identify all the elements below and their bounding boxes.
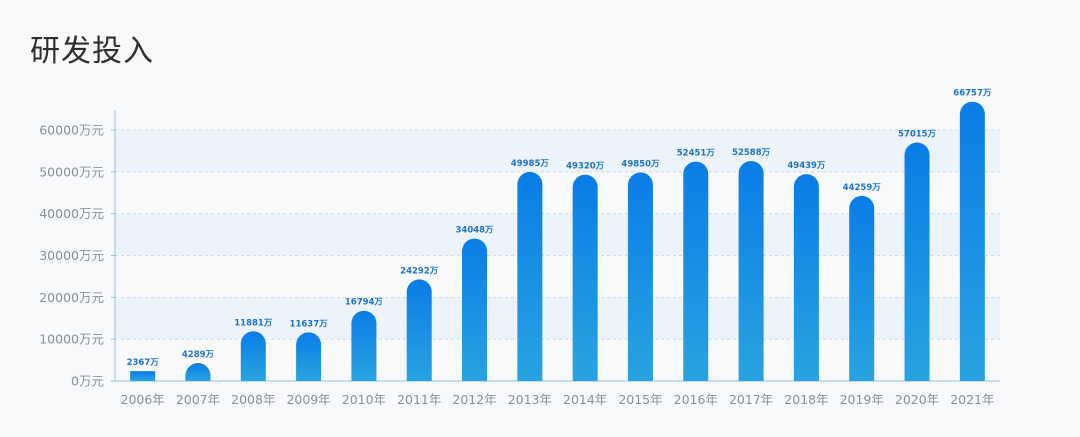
data-label: 52451万	[677, 149, 716, 159]
x-tick-label: 2016年	[674, 392, 718, 407]
x-tick-label: 2020年	[895, 392, 939, 407]
bar	[517, 171, 543, 381]
x-tick-label: 2010年	[342, 392, 386, 407]
x-tick-label: 2017年	[729, 392, 773, 407]
x-tick-label: 2009年	[286, 392, 330, 407]
bar	[572, 174, 598, 381]
x-tick-label: 2007年	[176, 392, 220, 407]
x-tick-label: 2021年	[950, 392, 994, 407]
x-tick-label: 2006年	[121, 392, 165, 407]
x-tick-label: 2012年	[452, 392, 496, 407]
y-axis-ticks: 0万元 10000万元 20000万元 30000万元 40000万元 50000万元 60…	[39, 123, 104, 389]
bar	[959, 101, 985, 381]
bar	[738, 161, 764, 381]
bar	[462, 238, 488, 381]
x-tick-label: 2011年	[397, 392, 441, 407]
y-tick-label: 40000万元	[39, 206, 104, 221]
bar	[130, 371, 156, 381]
x-tick-label: 2019年	[840, 392, 884, 407]
data-label: 44259万	[843, 183, 882, 193]
data-label: 49439万	[787, 161, 826, 171]
data-label: 49985万	[511, 159, 550, 169]
data-label: 49320万	[566, 162, 605, 172]
data-label: 66757万	[953, 89, 992, 99]
y-tick-label: 60000万元	[39, 123, 104, 138]
data-label: 16794万	[345, 298, 384, 308]
data-label: 4289万	[182, 350, 215, 360]
bars	[130, 101, 985, 381]
y-tick-label: 10000万元	[39, 332, 104, 347]
data-label: 11637万	[290, 319, 329, 329]
x-tick-label: 2013年	[508, 392, 552, 407]
bar	[793, 174, 819, 381]
page-title: 研发投入	[30, 34, 154, 69]
bar	[627, 172, 653, 381]
x-tick-label: 2018年	[784, 392, 828, 407]
bar	[904, 142, 930, 381]
data-label: 24292万	[400, 266, 439, 276]
data-label: 34048万	[455, 226, 494, 236]
grid-band	[115, 130, 1000, 172]
y-tick-label: 20000万元	[39, 290, 104, 305]
bar	[849, 195, 875, 381]
bar	[296, 332, 322, 381]
data-label: 49850万	[621, 159, 660, 169]
bar	[683, 161, 709, 381]
data-labels: 2367万 4289万 11881万 11637万 16794万 24292万 34048万…	[127, 89, 992, 368]
data-label: 52588万	[732, 148, 771, 158]
bar	[351, 310, 377, 381]
y-tick-label: 50000万元	[39, 164, 104, 179]
data-label: 57015万	[898, 129, 937, 139]
x-tick-label: 2014年	[563, 392, 607, 407]
x-tick-label: 2008年	[231, 392, 275, 407]
bar	[185, 363, 211, 381]
x-axis-ticks: 2006年 2007年 2008年 2009年 2010年 2011年 2012年 2013年…	[121, 392, 995, 407]
y-tick-label: 0万元	[71, 374, 104, 389]
y-tick-label: 30000万元	[39, 248, 104, 263]
x-tick-label: 2015年	[618, 392, 662, 407]
bar	[406, 279, 432, 381]
bar	[240, 331, 266, 381]
data-label: 11881万	[234, 318, 273, 328]
data-label: 2367万	[127, 358, 160, 368]
